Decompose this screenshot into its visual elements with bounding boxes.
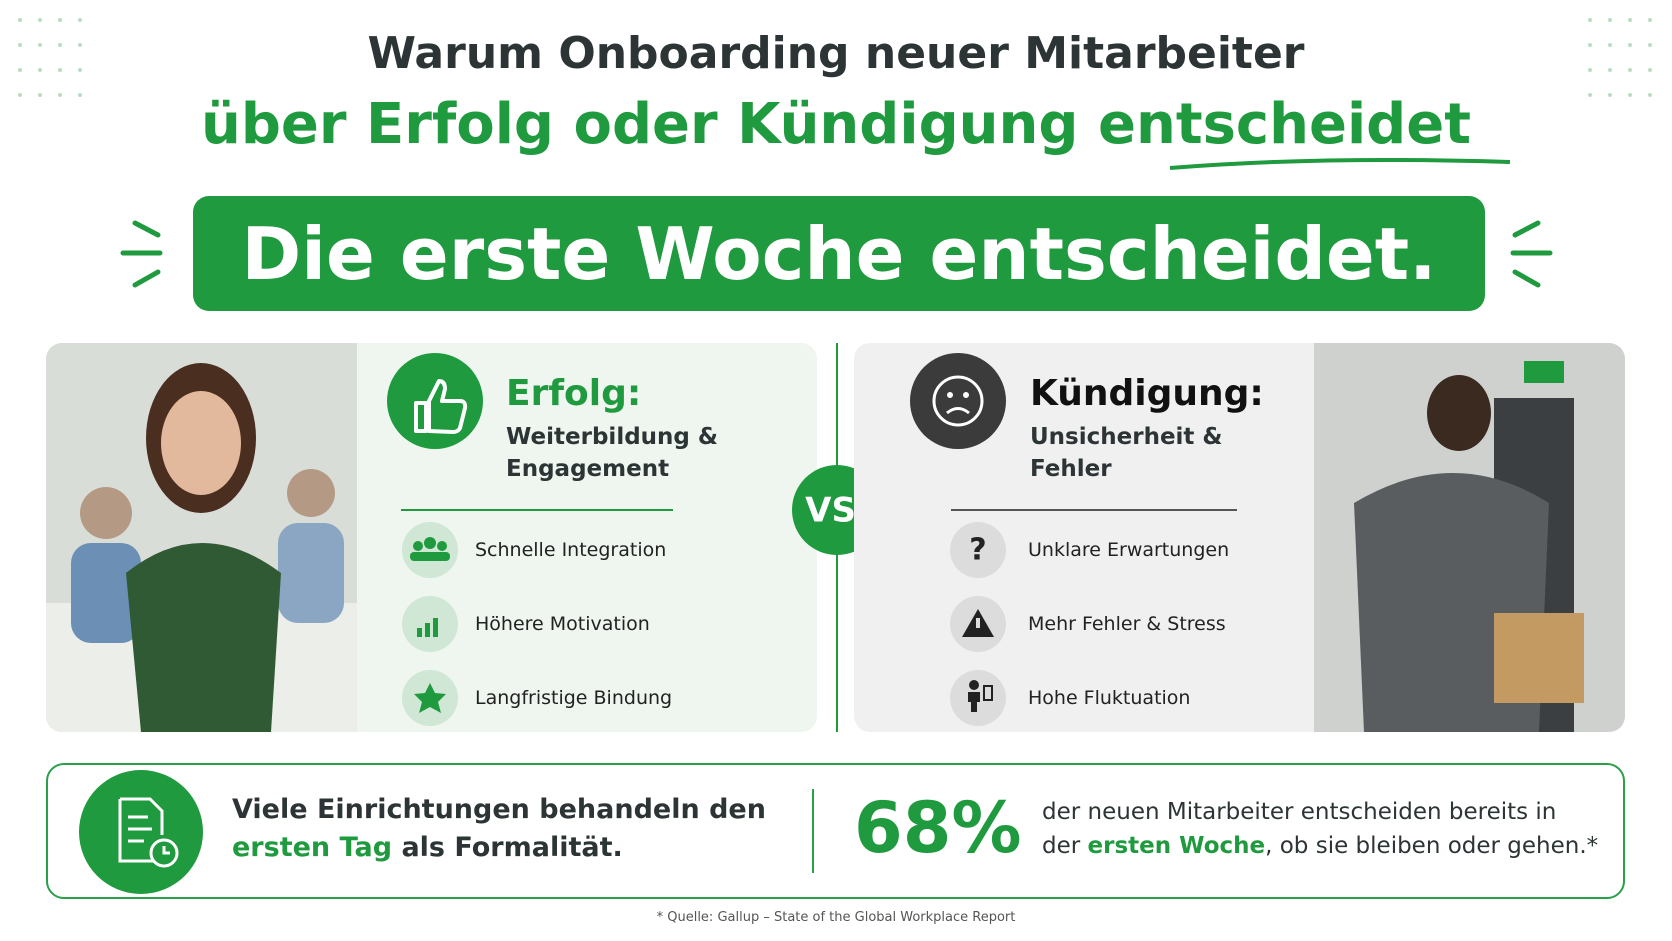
source: * Quelle: Gallup – State of the Global W… — [656, 910, 1016, 925]
highlight: ersten Woche — [1087, 833, 1266, 859]
icons — [387, 353, 673, 726]
failure-panel: ? Kündigung: Unsicherheit & Fehler Unkla… — [854, 343, 1625, 732]
photo — [1314, 343, 1625, 732]
doc-icon — [79, 770, 203, 894]
stat: 68% — [854, 787, 1022, 869]
success-panel: Erfolg: Weiterbildung & Engagement Schne… — [46, 343, 817, 732]
success-title: Erfolg: — [506, 373, 642, 414]
success-item: Schnelle Integration — [475, 539, 667, 561]
banner: Die erste Woche entscheidet. — [193, 196, 1485, 311]
text: als Formalität. — [401, 832, 623, 863]
failure-item: Hohe Fluktuation — [1028, 687, 1191, 709]
success-subtitle: Weiterbildung & Engagement — [506, 424, 718, 482]
icons: ? — [910, 353, 1237, 726]
footer-left-text: Viele Einrichtungen behandeln den ersten… — [232, 791, 772, 867]
failure-item: Unklare Erwartungen — [1028, 539, 1230, 561]
success-item: Langfristige Bindung — [475, 687, 673, 709]
title: Warum Onboarding neuer Mitarbeiter — [367, 28, 1305, 79]
svg-text:?: ? — [969, 533, 986, 568]
text: , ob sie bleiben oder gehen.* — [1265, 833, 1599, 859]
footer-box: Viele Einrichtungen behandeln den ersten… — [46, 763, 1625, 899]
failure-title: Kündigung: — [1030, 373, 1264, 414]
text: Viele Einrichtungen behandeln den — [232, 794, 766, 825]
footer-right-text: der neuen Mitarbeiter entscheiden bereit… — [1042, 795, 1598, 863]
failure-subtitle: Unsicherheit & Fehler — [1030, 424, 1223, 482]
text: der — [1042, 833, 1081, 859]
highlight: ersten Tag — [232, 832, 393, 863]
text: der neuen Mitarbeiter entscheiden bereit… — [1042, 799, 1557, 825]
success-item: Höhere Motivation — [475, 613, 650, 635]
subtitle: über Erfolg oder Kündigung entscheidet — [200, 92, 1472, 157]
separator — [812, 789, 814, 873]
photo — [46, 343, 357, 732]
failure-item: Mehr Fehler & Stress — [1028, 613, 1226, 635]
